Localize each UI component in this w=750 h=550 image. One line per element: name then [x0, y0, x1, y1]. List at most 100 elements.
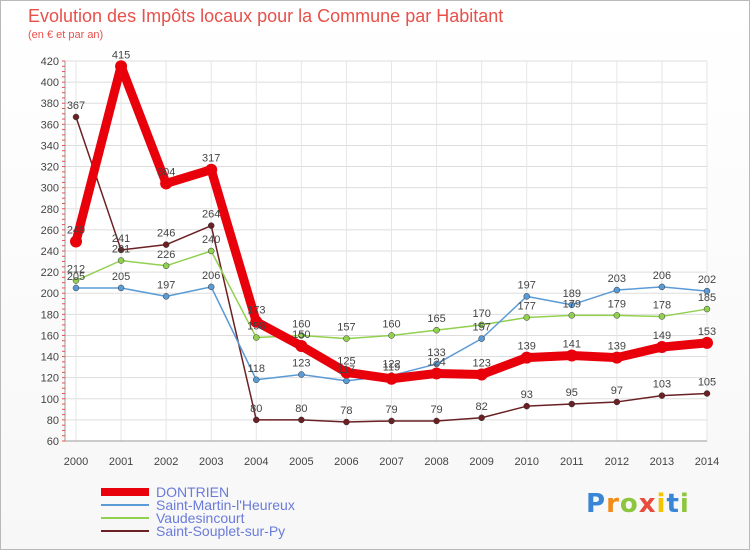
data-point — [388, 417, 395, 425]
proxiti-logo: Proxiti — [586, 489, 690, 519]
data-point — [207, 247, 215, 255]
data-label: 150 — [292, 329, 310, 341]
data-point — [658, 283, 666, 291]
data-label: 82 — [476, 401, 488, 413]
data-point — [207, 283, 215, 291]
x-tick-label: 2012 — [605, 456, 629, 468]
data-label: 197 — [157, 279, 175, 291]
data-label: 179 — [563, 298, 581, 310]
data-label: 212 — [67, 264, 85, 276]
y-tick-label: 340 — [41, 140, 59, 152]
data-label: 157 — [337, 322, 355, 334]
data-point — [658, 392, 666, 399]
data-point — [343, 377, 350, 385]
x-tick-label: 2009 — [469, 456, 493, 468]
y-tick-label: 120 — [41, 373, 59, 385]
x-tick-label: 2008 — [424, 456, 448, 468]
data-label: 160 — [382, 318, 400, 330]
data-point — [115, 60, 128, 73]
data-label: 231 — [112, 244, 130, 256]
data-point — [520, 351, 533, 364]
x-tick-label: 2013 — [650, 456, 674, 468]
x-tick-label: 2003 — [199, 456, 223, 468]
data-point — [433, 326, 440, 334]
x-tick-label: 2004 — [244, 456, 268, 468]
data-label: 178 — [653, 299, 671, 311]
data-label: 165 — [427, 313, 445, 325]
data-label: 185 — [698, 292, 716, 304]
data-label: 123 — [292, 358, 310, 370]
logo-letter: t — [666, 489, 680, 519]
data-label: 264 — [202, 209, 220, 221]
data-label: 249 — [67, 225, 85, 237]
data-label: 118 — [248, 363, 266, 375]
y-tick-label: 100 — [41, 394, 59, 406]
data-point — [523, 293, 530, 300]
data-label: 117 — [338, 364, 356, 376]
data-label: 80 — [295, 403, 307, 415]
legend-label: Saint-Souplet-sur-Py — [156, 523, 285, 539]
data-point — [478, 335, 485, 342]
y-tick-label: 240 — [41, 246, 59, 258]
data-point — [385, 372, 398, 385]
data-label: 241 — [112, 233, 130, 245]
data-label: 415 — [112, 49, 130, 61]
data-point — [478, 321, 485, 329]
data-point — [205, 163, 218, 176]
x-tick-label: 2005 — [289, 456, 313, 468]
y-tick-label: 220 — [41, 267, 59, 279]
data-point — [613, 312, 621, 319]
data-label: 153 — [698, 326, 716, 338]
logo-letter: P — [586, 489, 607, 519]
data-label: 95 — [566, 387, 578, 399]
data-point — [523, 314, 530, 321]
data-point — [701, 336, 713, 349]
data-point — [162, 262, 170, 270]
y-tick-label: 260 — [41, 225, 59, 237]
data-label: 97 — [611, 385, 623, 397]
data-point — [253, 334, 260, 341]
logo-letter: r — [606, 489, 620, 519]
x-tick-label: 2007 — [379, 456, 403, 468]
data-label: 160 — [292, 318, 310, 330]
y-tick-label: 300 — [41, 183, 59, 195]
data-label: 157 — [472, 322, 490, 334]
logo-letter: x — [638, 489, 657, 519]
data-label: 197 — [518, 279, 536, 291]
data-point — [610, 351, 623, 364]
y-tick-label: 320 — [41, 162, 59, 174]
data-point — [433, 360, 440, 368]
data-point — [253, 376, 260, 384]
data-label: 173 — [247, 305, 265, 317]
data-point — [70, 235, 82, 248]
data-point — [72, 277, 80, 284]
legend-label: DONTRIEN — [156, 484, 229, 500]
x-tick-label: 2010 — [514, 456, 538, 468]
y-tick-label: 140 — [41, 352, 59, 364]
data-label: 304 — [157, 166, 175, 178]
data-label: 177 — [518, 301, 536, 313]
data-point — [658, 313, 666, 320]
y-tick-label: 400 — [41, 77, 59, 89]
data-label: 367 — [67, 100, 85, 112]
x-tick-label: 2011 — [560, 456, 584, 468]
data-point — [298, 371, 305, 378]
data-label: 240 — [202, 234, 220, 246]
x-tick-label: 2000 — [64, 456, 88, 468]
data-point — [433, 417, 440, 425]
data-point — [117, 246, 125, 254]
data-point — [568, 312, 576, 319]
data-point — [475, 368, 488, 381]
data-label: 170 — [472, 308, 490, 320]
data-point — [703, 305, 711, 313]
logo-letter: i — [656, 489, 667, 519]
data-label: 246 — [157, 228, 175, 240]
y-tick-label: 420 — [41, 56, 59, 68]
data-label: 202 — [698, 274, 716, 286]
data-label: 105 — [698, 377, 716, 389]
x-tick-label: 2006 — [334, 456, 358, 468]
data-point — [703, 287, 711, 295]
data-point — [613, 398, 621, 406]
